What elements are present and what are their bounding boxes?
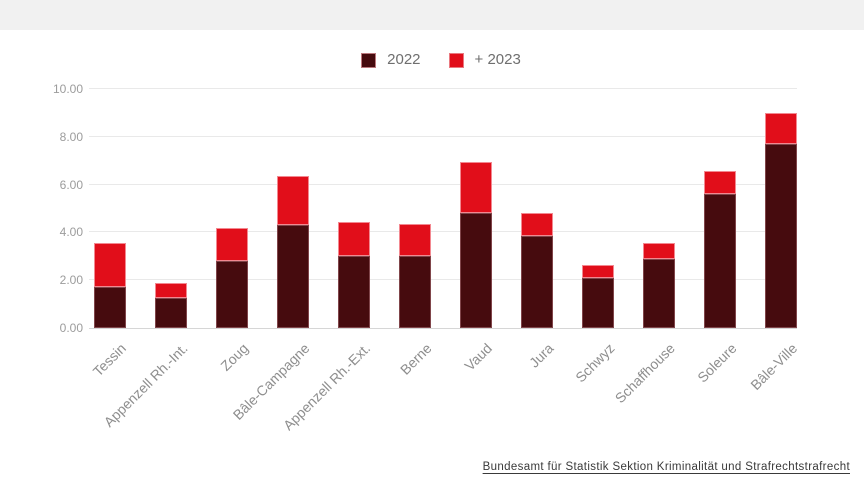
legend-item-plus-2023[interactable]: + 2023 [448,51,521,69]
y-tick-label: 8.00 [59,129,83,144]
bar-segment-plus-2023-schaffhouse[interactable] [643,243,675,259]
bar-segment-2022-appenzell-rh-int[interactable] [155,298,187,328]
x-tick-label-soleure: Soleure [693,340,740,386]
bar-segment-2022-schwyz[interactable] [582,277,614,328]
bar-segment-plus-2023-soleure[interactable] [704,171,736,195]
bar-segment-plus-2023-appenzell-rh-int[interactable] [155,282,187,299]
bar-segment-2022-berne[interactable] [399,256,431,328]
x-tick-label-jura: Jura [525,340,557,371]
bar-segment-plus-2023-jura[interactable] [521,213,553,236]
bar-segment-2022-jura[interactable] [521,236,553,328]
bar-segment-2022-appenzell-rh-ext[interactable] [338,256,370,328]
bar-segment-plus-2023-tessin[interactable] [94,243,126,288]
y-tick-label: 10.00 [52,82,83,96]
footer: Bundesamt für Statistik Sektion Kriminal… [483,461,850,473]
y-tick-label: 0.00 [59,321,83,335]
source-link[interactable]: Bundesamt für Statistik Sektion Kriminal… [482,461,850,473]
bar-segment-plus-2023-berne[interactable] [399,224,431,257]
gridline [89,135,797,137]
bar-segment-plus-2023-schwyz[interactable] [582,264,614,278]
bar-segment-2022-b-le-campagne[interactable] [277,225,309,328]
bar-segment-2022-b-le-ville[interactable] [765,143,797,328]
bar-segment-plus-2023-vaud[interactable] [460,161,492,214]
bar-segment-plus-2023-appenzell-rh-ext[interactable] [338,221,370,257]
bar-segment-plus-2023-b-le-ville[interactable] [765,112,797,144]
x-tick-label-zoug: Zoug [217,340,252,374]
bar-segment-plus-2023-zoug[interactable] [216,227,248,262]
plot-area [89,88,797,329]
x-tick-label-b-le-ville: Bâle-Ville [747,340,801,393]
x-tick-label-schwyz: Schwyz [571,340,618,386]
gridline [89,88,797,89]
legend-swatch-plus-2023 [448,52,464,68]
y-tick-label: 6.00 [59,177,83,192]
bar-segment-2022-vaud[interactable] [460,213,492,328]
bar-segment-2022-schaffhouse[interactable] [643,258,675,328]
y-tick-label: 2.00 [59,273,83,288]
x-tick-label-vaud: Vaud [461,340,496,374]
bar-segment-2022-tessin[interactable] [94,287,126,328]
x-axis: Tessin Appenzell Rh.-Int. Zoug Bâle-Campagn… [89,340,801,450]
legend-item-2022[interactable]: 2022 [361,51,421,69]
legend-swatch-2022 [361,52,377,68]
x-tick-label-tessin: Tessin [89,340,130,380]
x-tick-label-berne: Berne [396,340,435,378]
bar-segment-2022-zoug[interactable] [216,261,248,328]
chart-legend: 2022 + 2023 [9,51,864,69]
gridline [89,183,797,185]
bar-segment-2022-soleure[interactable] [704,194,736,328]
y-axis: 0.00 2.00 4.00 6.00 8.00 10.00 [0,82,83,335]
legend-label-2022: 2022 [387,51,421,68]
x-tick-label-schaffhouse: Schaffhouse [612,340,679,407]
x-axis-baseline [89,328,797,329]
gridline [89,231,797,233]
bar-segment-plus-2023-b-le-campagne[interactable] [277,176,309,226]
legend-label-plus-2023: + 2023 [474,51,521,68]
gridline [89,279,797,281]
top-band [0,0,864,30]
y-tick-label: 4.00 [59,225,83,240]
